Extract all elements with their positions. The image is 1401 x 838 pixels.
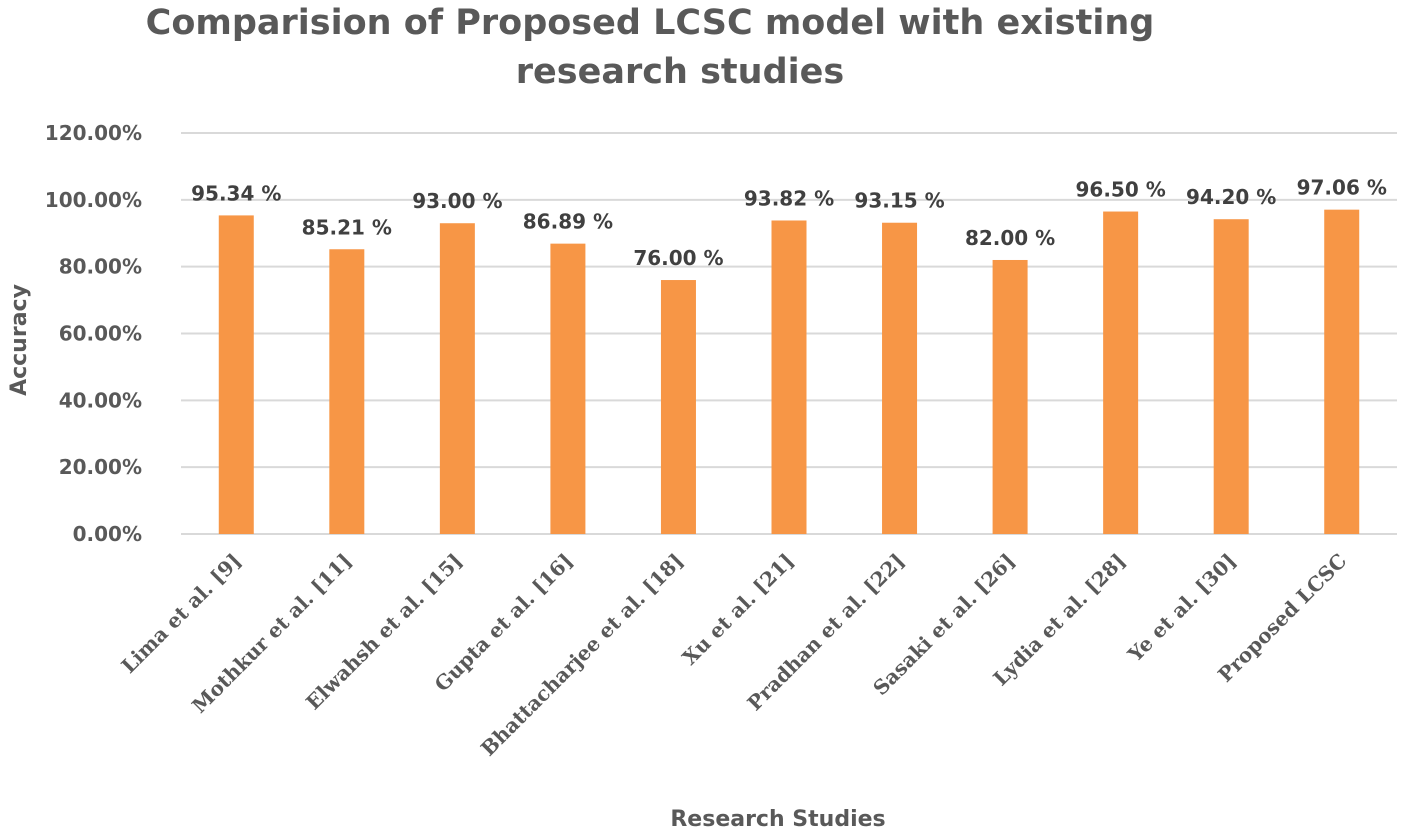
bar — [1213, 219, 1249, 534]
data-label: 93.15 % — [854, 189, 944, 213]
chart-title-line-1: Comparision of Proposed LCSC model with … — [146, 3, 1155, 43]
y-tick-label: 20.00% — [59, 455, 142, 479]
y-tick-label: 60.00% — [59, 322, 142, 346]
bar — [1103, 211, 1139, 534]
data-label: 93.82 % — [744, 186, 834, 210]
y-tick-label: 40.00% — [59, 388, 142, 412]
y-tick-label: 100.00% — [45, 188, 142, 212]
data-label: 94.20 % — [1186, 185, 1276, 209]
data-label: 76.00 % — [633, 246, 723, 270]
bar — [218, 215, 254, 534]
bar — [439, 223, 475, 534]
data-label: 93.00 % — [412, 189, 502, 213]
bar — [329, 249, 365, 534]
bars — [218, 209, 1360, 534]
bar — [1324, 209, 1360, 534]
bar — [660, 280, 696, 534]
x-tick-label: Bhattacharjee et al. [18] — [476, 549, 688, 761]
data-label: 82.00 % — [965, 226, 1055, 250]
data-label: 85.21 % — [302, 215, 392, 239]
x-tick-label: Xu et al. [21] — [677, 549, 798, 670]
bar — [992, 259, 1028, 534]
data-label: 95.34 % — [191, 181, 281, 205]
x-tick-label: Lima et al. [9] — [116, 549, 245, 678]
chart-title: Comparision of Proposed LCSC model with … — [146, 3, 1155, 92]
bar — [882, 222, 918, 534]
x-tick-label: Ye et al. [30] — [1122, 549, 1240, 667]
y-tick-label: 80.00% — [59, 255, 142, 279]
bar — [550, 243, 586, 534]
bar — [771, 220, 807, 534]
data-label: 86.89 % — [523, 210, 613, 234]
data-label: 96.50 % — [1076, 178, 1166, 202]
x-axis-tick-labels: Lima et al. [9]Mothkur et al. [11]Elwahs… — [116, 549, 1351, 761]
chart-title-line-2: research studies — [516, 52, 844, 92]
data-labels: 95.34 % 85.21 % 93.00 % 86.89 % 76.00 % 93.82… — [191, 176, 1387, 270]
y-tick-label: 120.00% — [45, 121, 142, 145]
y-tick-label: 0.00% — [73, 522, 142, 546]
y-axis-tick-labels: 0.00% 20.00% 40.00% 60.00% 80.00% 100.00% 120.… — [45, 121, 142, 546]
x-axis-title: Research Studies — [670, 807, 885, 832]
y-axis-title: Accuracy — [7, 284, 32, 396]
data-label: 97.06 % — [1297, 176, 1387, 200]
